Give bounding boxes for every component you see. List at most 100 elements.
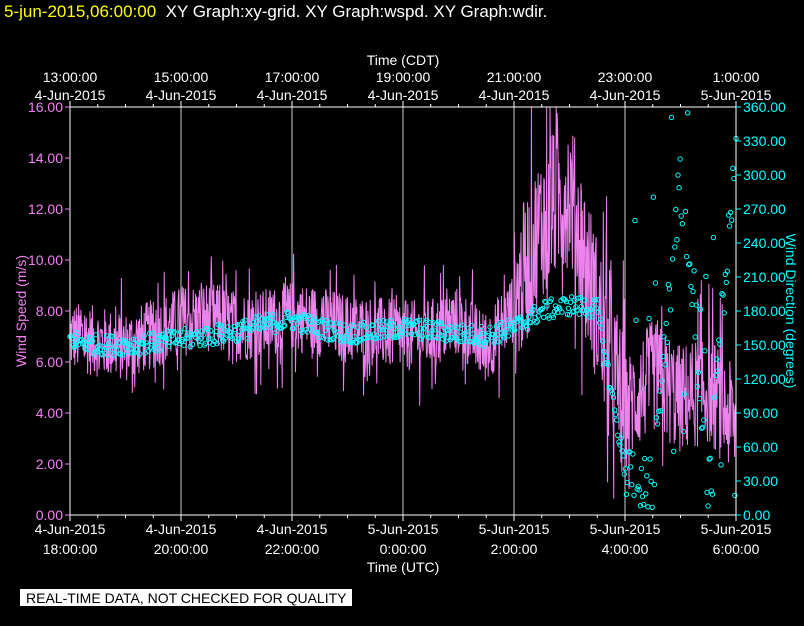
wind-direction-point	[650, 194, 656, 200]
wind-direction-point	[129, 350, 136, 356]
wind-direction-point	[671, 448, 677, 454]
wind-direction-point	[476, 335, 482, 341]
wind-direction-point	[183, 335, 189, 341]
wind-direction-point	[312, 315, 318, 321]
wind-direction-point	[640, 501, 647, 508]
wind-direction-point	[654, 421, 661, 427]
wind-direction-point	[715, 368, 721, 374]
header-timestamp: 5-jun-2015,06:00:00	[4, 2, 157, 21]
graph-header: 5-jun-2015,06:00:00 XY Graph:xy-grid. XY…	[4, 2, 547, 22]
wind-direction-point	[127, 345, 133, 351]
wind-direction-point	[720, 292, 726, 298]
wind-direction-point	[262, 325, 269, 331]
wind-direction-point	[619, 448, 625, 454]
wind-direction-point	[403, 331, 409, 337]
wind-direction-point	[724, 268, 731, 274]
wind-direction-point	[457, 329, 463, 335]
wind-direction-point	[586, 314, 592, 320]
wind-direction-point	[723, 279, 729, 286]
wind-direction-point	[185, 335, 191, 341]
top-tick-date: 4-Jun-2015	[590, 87, 661, 103]
wind-direction-point	[566, 312, 573, 318]
wind-direction-point	[667, 307, 674, 313]
wind-direction-point	[181, 342, 187, 349]
wind-direction-point	[71, 344, 78, 351]
wind-direction-point	[659, 378, 665, 384]
wind-direction-point	[215, 322, 221, 328]
wind-direction-point	[533, 319, 539, 326]
wind-direction-point	[726, 223, 733, 229]
wind-direction-point	[282, 322, 288, 329]
wind-direction-point	[499, 330, 505, 336]
wind-direction-point	[412, 331, 418, 338]
wind-direction-point	[375, 318, 381, 324]
wind-direction-point	[177, 329, 184, 335]
wind-direction-point	[130, 336, 137, 342]
wind-direction-point	[222, 326, 228, 333]
wind-direction-point	[180, 336, 186, 343]
wind-direction-point	[541, 314, 547, 320]
wind-direction-point	[687, 261, 693, 267]
wind-direction-point	[620, 453, 626, 459]
bottom-axis-title: Time (UTC)	[367, 559, 440, 575]
wind-direction-point	[645, 504, 651, 510]
wind-direction-point	[680, 428, 687, 435]
wind-direction-point	[234, 322, 241, 328]
wind-direction-point	[497, 325, 503, 331]
wind-direction-point	[532, 314, 538, 320]
wind-direction-point	[465, 325, 472, 331]
wind-direction-point	[676, 185, 682, 191]
wind-direction-point	[195, 332, 201, 338]
wind-direction-point	[538, 306, 545, 313]
wind-direction-point	[114, 343, 121, 349]
wind-direction-point	[169, 333, 175, 339]
wind-direction-point	[677, 156, 683, 162]
wind-direction-point	[505, 333, 511, 339]
wind-direction-point	[559, 309, 565, 315]
wind-direction-point	[299, 329, 305, 336]
wind-direction-point	[657, 388, 663, 394]
wind-direction-point	[610, 394, 617, 401]
wind-direction-point	[167, 340, 173, 346]
wind-direction-point	[682, 208, 689, 215]
wind-direction-point	[642, 455, 648, 462]
wind-direction-point	[595, 309, 602, 315]
wind-direction-point	[133, 346, 140, 352]
wind-direction-point	[697, 306, 704, 312]
wind-direction-point	[617, 442, 623, 448]
wind-direction-point	[347, 339, 354, 346]
wind-direction-point	[418, 336, 424, 342]
wind-direction-point	[613, 411, 619, 418]
wind-direction-point	[692, 334, 698, 340]
wind-direction-point	[389, 320, 395, 327]
wind-direction-point	[674, 237, 680, 243]
top-tick-date: 4-Jun-2015	[368, 87, 439, 103]
wind-direction-point	[524, 326, 531, 332]
left-tick-label: 14.00	[28, 150, 63, 166]
wind-direction-point	[730, 165, 736, 172]
wind-speed-series	[69, 106, 737, 499]
top-tick-date: 4-Jun-2015	[146, 87, 217, 103]
wind-direction-point	[441, 324, 447, 331]
right-tick-label: 240.00	[743, 235, 786, 251]
wind-direction-point	[701, 417, 707, 423]
wind-direction-point	[530, 307, 536, 313]
wind-direction-point	[599, 325, 605, 331]
wind-direction-point	[400, 325, 406, 331]
wind-direction-point	[119, 352, 126, 358]
wind-direction-point	[681, 391, 688, 397]
wind-direction-point	[478, 323, 485, 330]
wind-direction-point	[603, 353, 609, 359]
wind-direction-point	[698, 425, 705, 431]
top-tick-time: 1:00:00	[713, 69, 760, 85]
wind-direction-point	[689, 301, 695, 308]
wind-direction-point	[706, 456, 712, 462]
right-tick-label: 60.00	[743, 439, 778, 455]
wind-direction-point	[601, 348, 607, 355]
wind-direction-point	[415, 330, 421, 337]
wind-direction-point	[290, 325, 297, 332]
bottom-tick-time: 22:00:00	[265, 541, 320, 557]
wind-direction-point	[709, 491, 716, 497]
wind-direction-point	[237, 332, 243, 338]
